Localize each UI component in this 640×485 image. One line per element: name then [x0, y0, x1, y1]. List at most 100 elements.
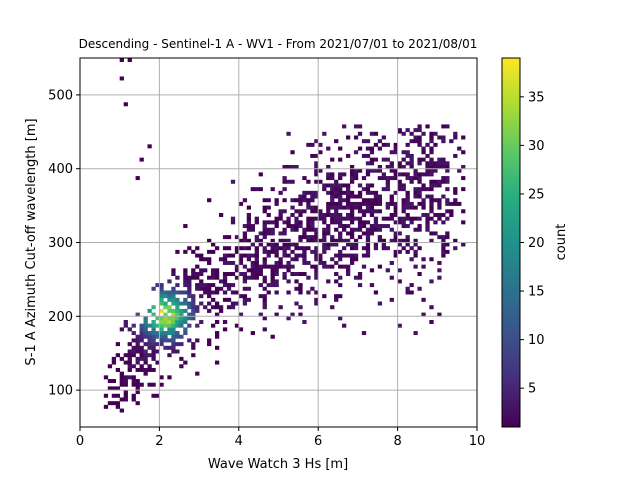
heatmap-cell — [183, 272, 188, 277]
heatmap-cell — [151, 345, 156, 350]
heatmap-cell — [207, 290, 212, 295]
heatmap-cell — [349, 168, 355, 173]
heatmap-cell — [401, 198, 406, 203]
heatmap-cell — [302, 231, 307, 236]
heatmap-cell — [294, 272, 299, 277]
heatmap-cell — [397, 268, 402, 273]
heatmap-cell — [326, 246, 331, 251]
heatmap-cell — [357, 190, 363, 195]
heatmap-cell — [437, 183, 442, 188]
heatmap-cell — [330, 216, 335, 221]
heatmap-cell — [139, 367, 144, 372]
heatmap-cell — [377, 165, 383, 169]
heatmap-cell — [338, 235, 343, 240]
heatmap-cell — [187, 316, 192, 321]
x-tick-label: 8 — [393, 434, 401, 449]
heatmap-cell — [322, 231, 327, 236]
heatmap-cell — [397, 165, 402, 169]
heatmap-cell — [342, 124, 347, 129]
heatmap-cell — [417, 190, 422, 195]
heatmap-cell — [429, 198, 434, 203]
heatmap-cell — [417, 286, 422, 291]
heatmap-cell — [377, 227, 383, 232]
heatmap-cell — [349, 220, 355, 225]
heatmap-cell — [393, 146, 398, 151]
heatmap-cell — [417, 187, 422, 192]
heatmap-cell — [143, 319, 148, 324]
heatmap-cell — [425, 124, 430, 129]
heatmap-cell — [306, 216, 311, 221]
heatmap-cell — [334, 260, 339, 265]
heatmap-cell — [191, 272, 196, 277]
heatmap-cell — [242, 264, 248, 269]
heatmap-cell — [286, 216, 291, 221]
heatmap-cell — [143, 371, 148, 376]
heatmap-cell — [353, 150, 359, 155]
colorbar-tick-label: 5 — [528, 382, 536, 397]
heatmap-cell — [107, 364, 113, 369]
colorbar-ticks: 5 10 15 20 25 30 35 — [520, 90, 545, 397]
heatmap-cell — [143, 323, 148, 328]
heatmap-cell — [330, 201, 335, 206]
heatmap-cell — [139, 331, 144, 336]
heatmap-cell — [365, 153, 371, 158]
heatmap-cell — [389, 194, 394, 199]
heatmap-cell — [365, 168, 371, 173]
heatmap-cell — [314, 161, 319, 166]
heatmap-cell — [171, 319, 176, 324]
heatmap-cell — [389, 238, 394, 243]
heatmap-cell — [365, 205, 371, 210]
heatmap-cell — [143, 327, 148, 332]
heatmap-cell — [171, 345, 176, 350]
heatmap-cell — [342, 190, 347, 195]
heatmap-cell — [441, 246, 446, 251]
heatmap-cell — [278, 190, 283, 195]
heatmap-cell — [326, 205, 331, 210]
heatmap-cell — [187, 275, 192, 280]
heatmap-cell — [274, 249, 279, 254]
heatmap-cell — [429, 216, 434, 221]
heatmap-cell — [310, 238, 315, 243]
heatmap-cell — [334, 194, 339, 199]
heatmap-cell — [373, 157, 379, 162]
heatmap-cell — [207, 238, 212, 243]
heatmap-cell — [254, 275, 259, 280]
heatmap-cell — [421, 257, 426, 262]
heatmap-cell — [365, 201, 371, 206]
heatmap-cell — [334, 139, 339, 144]
heatmap-cell — [175, 323, 180, 328]
heatmap-cell — [242, 286, 248, 291]
heatmap-cell — [183, 268, 188, 273]
heatmap-cell — [211, 275, 216, 280]
heatmap-cell — [306, 246, 311, 251]
heatmap-cell — [385, 216, 390, 221]
heatmap-cell — [222, 275, 228, 280]
heatmap-cell — [191, 342, 196, 347]
heatmap-cell — [282, 231, 287, 236]
heatmap-cell — [453, 201, 458, 206]
heatmap-cell — [349, 194, 355, 199]
heatmap-cell — [365, 249, 371, 254]
heatmap-cell — [353, 238, 359, 243]
heatmap-cell — [326, 212, 331, 217]
heatmap-cell — [258, 242, 263, 247]
heatmap-cell — [357, 183, 363, 188]
colorbar-tick-label: 10 — [528, 333, 545, 348]
heatmap-cell — [357, 283, 363, 288]
heatmap-cell — [290, 205, 295, 210]
heatmap-cell — [298, 305, 303, 310]
heatmap-cell — [421, 198, 426, 203]
heatmap-cell — [294, 253, 299, 258]
heatmap-cell — [441, 124, 446, 129]
heatmap-cell — [314, 253, 319, 258]
outlier-cell — [417, 246, 422, 251]
heatmap-cell — [203, 257, 208, 262]
heatmap-cell — [314, 194, 319, 199]
heatmap-cell — [298, 209, 303, 214]
heatmap-cell — [151, 356, 156, 361]
heatmap-cell — [369, 183, 375, 188]
heatmap-cell — [338, 264, 343, 269]
heatmap-cell — [254, 268, 259, 273]
colorbar-tick-label: 25 — [528, 187, 545, 202]
heatmap-cell — [409, 139, 414, 144]
